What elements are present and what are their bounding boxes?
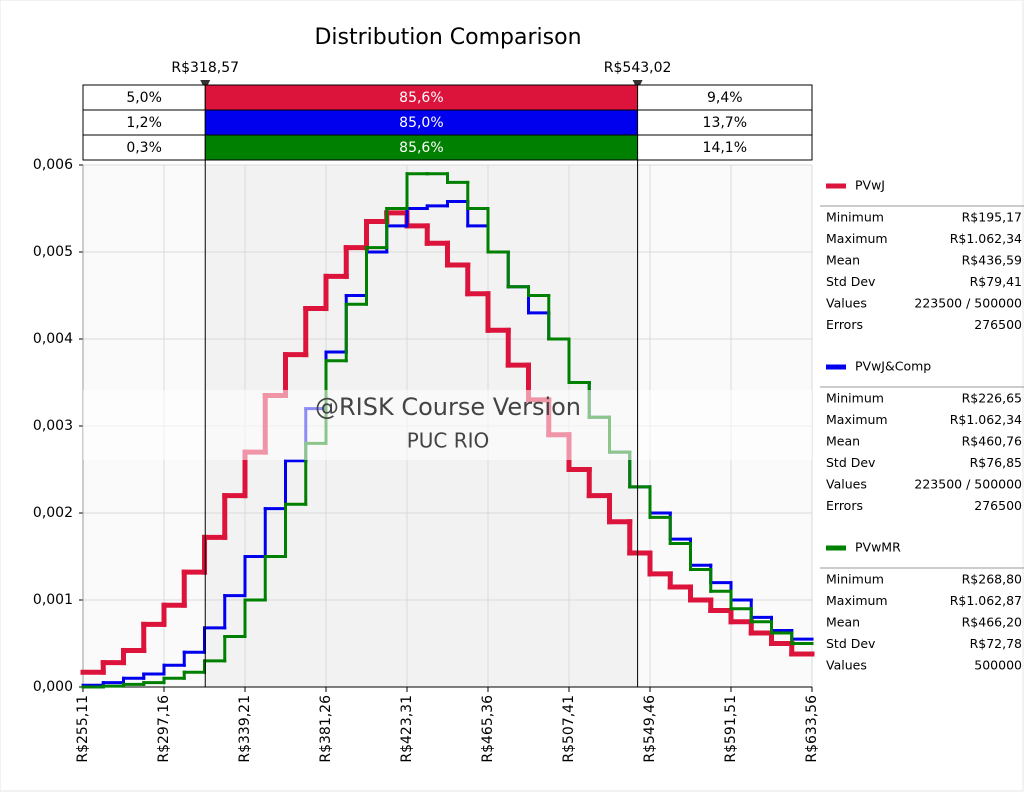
stat-label: Values [826,296,867,311]
stat-label: Values [826,477,867,492]
legend-label: PVwJ&Comp [855,359,931,374]
watermark: @RISK Course Version [315,393,581,421]
y-tick-label: 0,003 [33,418,73,434]
stat-value: R$226,65 [962,391,1022,406]
stat-value: R$79,41 [970,274,1022,289]
band-value: 0,3% [126,140,162,156]
stat-value: R$460,76 [962,434,1022,449]
x-tick-label: R$297,16 [156,695,172,763]
stat-value: 223500 / 500000 [914,477,1022,492]
stat-value: R$436,59 [962,253,1022,268]
x-tick-label: R$339,21 [237,695,253,763]
chart-title: Distribution Comparison [314,25,581,50]
stat-label: Maximum [826,412,888,427]
band-cell [204,109,639,136]
band-value: 85,6% [399,90,443,106]
stat-value: R$195,17 [962,210,1022,225]
band-value: 13,7% [703,115,747,131]
stat-label: Mean [826,434,860,449]
band-value: 14,1% [703,140,747,156]
band-value: 1,2% [126,115,162,131]
stat-label: Errors [826,317,863,332]
stat-value: 500000 [974,658,1022,673]
watermark-band [83,390,812,460]
delimiter-label: R$318,57 [171,60,239,76]
stat-label: Mean [826,615,860,630]
x-tick-label: R$465,36 [480,695,496,763]
y-tick-label: 0,002 [33,505,73,521]
stat-value: R$1.062,34 [950,231,1022,246]
band-cell [637,84,813,111]
stat-value: R$466,20 [962,615,1022,630]
y-tick-label: 0,001 [33,592,73,608]
band-cell [82,134,206,161]
stat-value: 276500 [974,498,1022,513]
band-value: 5,0% [126,90,162,106]
stat-value: R$1.062,87 [950,593,1022,608]
band-value: 85,0% [399,115,443,131]
stat-label: Values [826,658,867,673]
stat-label: Std Dev [826,274,876,289]
x-tick-label: R$255,11 [75,695,91,763]
band-value: 9,4% [707,90,743,106]
y-tick-label: 0,000 [33,679,73,695]
x-tick-label: R$507,41 [561,695,577,763]
y-tick-label: 0,006 [33,157,73,173]
y-tick-label: 0,004 [33,331,73,347]
delimiter-label: R$543,02 [604,60,672,76]
band-cell [637,109,813,136]
stat-label: Errors [826,498,863,513]
stat-value: R$76,85 [970,455,1022,470]
stat-label: Std Dev [826,636,876,651]
stat-label: Minimum [826,391,884,406]
legend-label: PVwMR [855,540,901,555]
stat-label: Mean [826,253,860,268]
band-cell [204,134,639,161]
band-cell [637,134,813,161]
stat-value: R$1.062,34 [950,412,1022,427]
stat-label: Maximum [826,593,888,608]
stat-label: Minimum [826,572,884,587]
x-tick-label: R$591,51 [723,695,739,763]
stat-label: Minimum [826,210,884,225]
stat-value: R$72,78 [970,636,1022,651]
stat-value: 276500 [974,317,1022,332]
series-0 [80,210,815,675]
stat-label: Std Dev [826,455,876,470]
stat-value: R$268,80 [962,572,1022,587]
band-value: 85,6% [399,140,443,156]
legend-label: PVwJ [855,178,885,193]
watermark: PUC RIO [407,429,490,453]
series-2 [81,172,814,689]
x-tick-label: R$549,46 [642,695,658,763]
stat-label: Maximum [826,231,888,246]
x-tick-label: R$423,31 [399,695,415,763]
x-tick-label: R$381,26 [318,695,334,763]
x-tick-label: R$633,56 [804,695,820,763]
y-tick-label: 0,005 [33,244,73,260]
stat-value: 223500 / 500000 [914,296,1022,311]
